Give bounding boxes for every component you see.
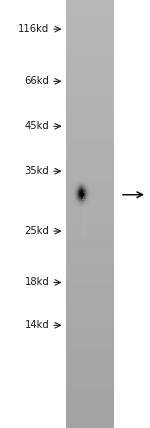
Text: 18kd: 18kd [25,277,50,288]
Text: 45kd: 45kd [25,121,50,131]
Text: www.ptglab.com: www.ptglab.com [82,176,88,235]
Text: 35kd: 35kd [25,166,50,176]
Text: 14kd: 14kd [25,320,50,330]
Text: 66kd: 66kd [25,76,50,86]
Text: 116kd: 116kd [18,24,50,34]
Text: 25kd: 25kd [25,226,50,236]
